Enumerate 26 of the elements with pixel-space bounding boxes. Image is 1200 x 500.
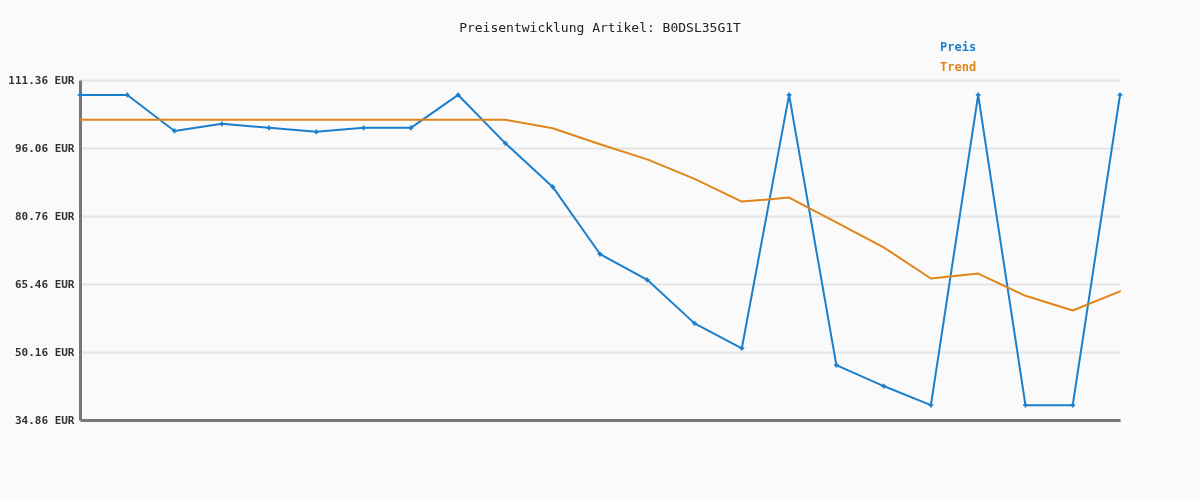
y-tick-label: 96.06 EUR bbox=[14, 141, 75, 155]
y-tick-label: 34.86 EUR bbox=[14, 413, 75, 427]
chart-title: Preisentwicklung Artikel: B0DSL35G1T bbox=[459, 20, 742, 35]
point bbox=[644, 277, 650, 283]
point bbox=[692, 321, 697, 326]
point bbox=[455, 92, 461, 98]
text: Preis bbox=[940, 40, 977, 54]
point bbox=[1070, 402, 1076, 408]
point bbox=[1023, 402, 1028, 408]
line-series bbox=[79, 118, 1121, 312]
point bbox=[266, 125, 272, 131]
y-tick-label: 80.76 EUR bbox=[14, 209, 75, 223]
point bbox=[739, 345, 745, 351]
text: Trend bbox=[940, 60, 977, 74]
point bbox=[975, 92, 981, 98]
point bbox=[834, 362, 839, 368]
point bbox=[503, 141, 508, 146]
point bbox=[928, 402, 934, 408]
y-tick-label: 65.46 EUR bbox=[14, 277, 75, 291]
point bbox=[881, 383, 886, 389]
y-tick-label: 50.16 EUR bbox=[14, 345, 75, 359]
point bbox=[550, 184, 556, 190]
point bbox=[361, 125, 366, 131]
point bbox=[314, 129, 319, 135]
y-tick-label: 111.36 EUR bbox=[8, 73, 75, 87]
point bbox=[408, 125, 414, 131]
